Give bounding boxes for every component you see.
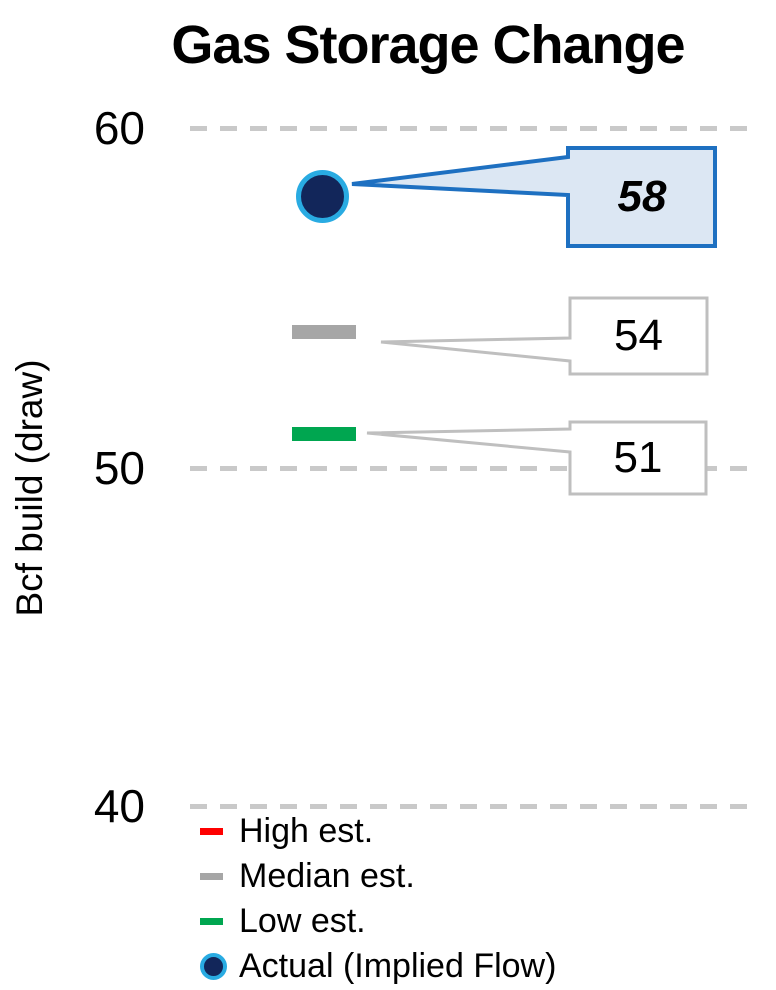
low-est-dash-icon <box>200 918 223 925</box>
legend-item-median: Median est. <box>200 854 556 899</box>
y-axis-title: Bcf build (draw) <box>9 359 50 617</box>
legend-label-median: Median est. <box>239 857 415 895</box>
chart-title: Gas Storage Change <box>171 15 685 75</box>
legend-item-actual: Actual (Implied Flow) <box>200 944 556 989</box>
gridline-60 <box>190 126 748 131</box>
legend-item-low: Low est. <box>200 899 556 944</box>
y-tick-50: 50 <box>93 442 145 494</box>
y-tick-60: 60 <box>93 102 145 154</box>
median-est-dash-icon <box>200 873 223 880</box>
legend-label-actual: Actual (Implied Flow) <box>239 947 557 985</box>
legend: High est. Median est. Low est. Actual (I… <box>200 809 556 989</box>
actual-marker-circle <box>296 170 349 223</box>
legend-item-high: High est. <box>200 809 556 854</box>
data-label-median: 54 <box>614 311 663 360</box>
data-label-low: 51 <box>613 433 663 482</box>
y-tick-40: 40 <box>93 780 145 832</box>
low-marker-bar <box>292 427 356 441</box>
high-est-dash-icon <box>200 828 223 835</box>
legend-label-low: Low est. <box>239 902 366 940</box>
median-marker-bar <box>292 325 356 339</box>
data-label-actual: 58 <box>617 172 667 221</box>
actual-circle-icon <box>200 953 227 980</box>
legend-label-high: High est. <box>239 812 374 850</box>
gridline-40 <box>190 804 748 809</box>
